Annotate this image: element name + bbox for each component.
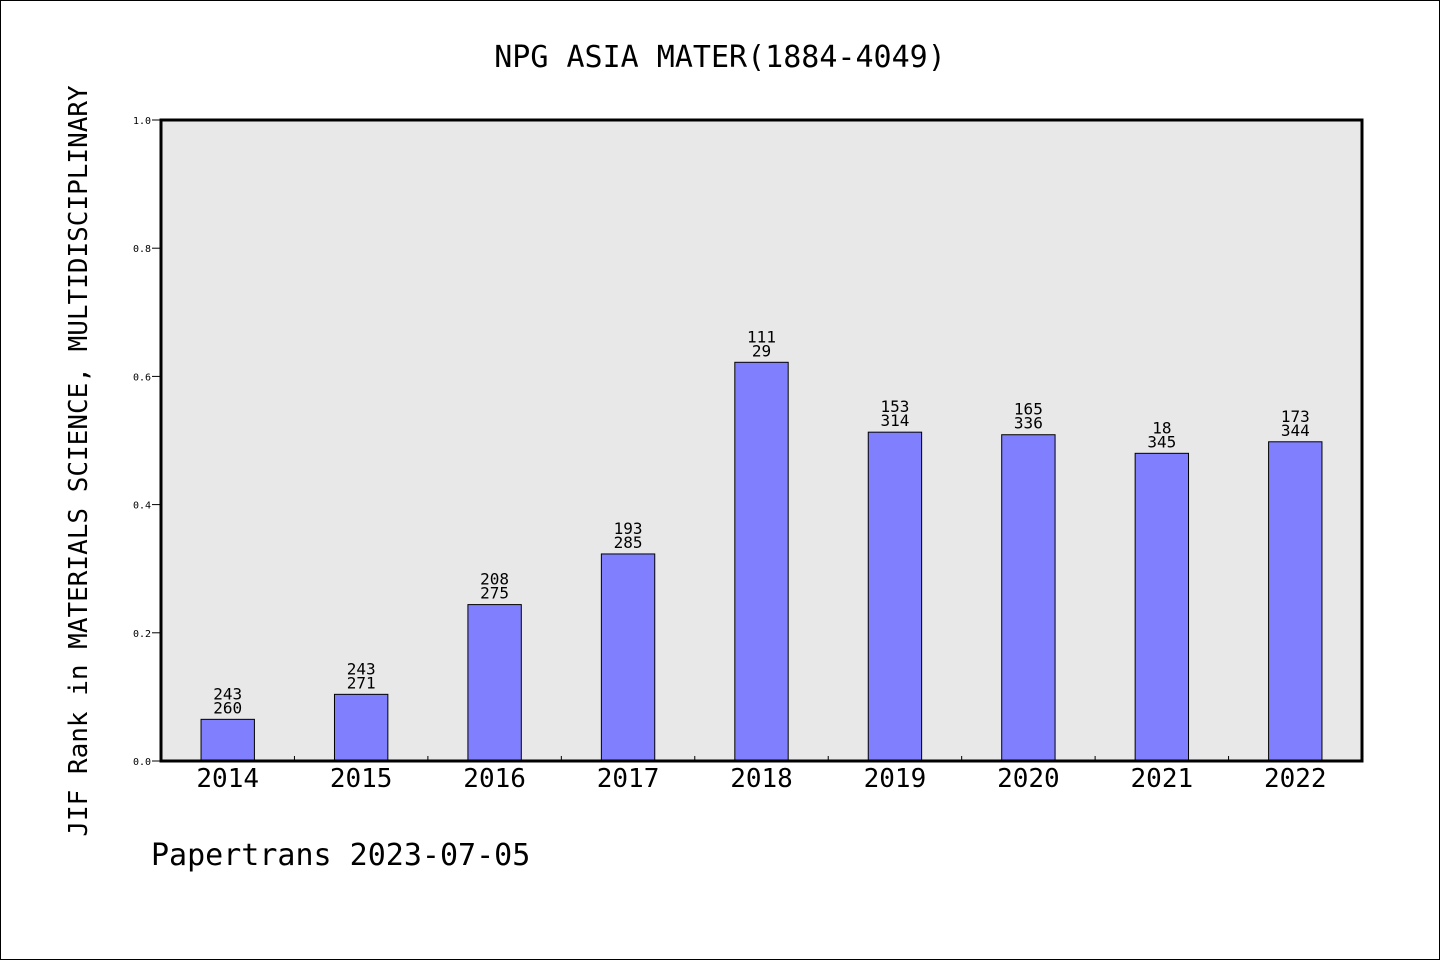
y-tick-label: 0.0 [133, 757, 151, 768]
x-tick-label: 2019 [864, 764, 927, 794]
x-axis-ticks: 2014 2015 2016 2017 2018 2019 2020 2021 2022 [196, 756, 1327, 794]
bar-2017 [600, 553, 656, 762]
bar-2018 [734, 361, 789, 762]
bar-label-bottom: 314 [880, 411, 909, 430]
bar-2014 [200, 718, 255, 762]
bar-label-top: 193 [614, 519, 643, 538]
y-tick-label: 0.4 [133, 501, 151, 512]
x-tick-label: 2015 [330, 764, 393, 794]
bar-2020 [1001, 434, 1056, 762]
bar-2016 [467, 604, 522, 762]
bar-label-top: 153 [880, 397, 909, 416]
x-tick-label: 2018 [730, 764, 793, 794]
y-tick-label: 1.0 [133, 116, 151, 127]
bar-label-top: 165 [1014, 400, 1043, 419]
y-axis-label: JIF Rank in MATERIALS SCIENCE, MULTIDISC… [64, 85, 94, 837]
x-tick-label: 2021 [1131, 764, 1194, 794]
x-tick-label: 2016 [463, 764, 526, 794]
bar-label-bottom: 260 [213, 698, 242, 717]
bar-label-top: 111 [747, 327, 776, 346]
bar-label-top: 18 [1152, 418, 1171, 437]
bar-2022 [1268, 441, 1323, 762]
y-tick-label: 0.2 [133, 629, 151, 640]
bar-2015 [333, 693, 389, 762]
bar-label-top: 243 [213, 684, 242, 703]
x-tick-label: 2022 [1264, 764, 1327, 794]
footer-text: Papertrans 2023-07-05 [151, 838, 530, 873]
bar-label-bottom: 285 [614, 533, 643, 552]
bar-label-bottom: 29 [752, 341, 771, 360]
x-tick-label: 2017 [597, 764, 660, 794]
bar-2021 [1134, 452, 1190, 762]
y-axis-ticks: 0.0 0.2 0.4 0.6 0.8 1.0 [133, 116, 161, 768]
bar-label-top: 173 [1281, 407, 1310, 426]
bar-label-bottom: 336 [1014, 414, 1043, 433]
bar-2019 [867, 431, 923, 762]
bar-label-top: 243 [347, 659, 376, 678]
x-tick-label: 2020 [997, 764, 1060, 794]
bar-label-bottom: 275 [480, 584, 509, 603]
bar-label-bottom: 344 [1281, 421, 1310, 440]
y-tick-label: 0.6 [133, 372, 151, 383]
bar-label-bottom: 345 [1147, 432, 1176, 451]
chart-title: NPG ASIA MATER(1884-4049) [494, 40, 946, 75]
plot-border [159, 118, 1364, 763]
bar-label-top: 208 [480, 570, 509, 589]
bar-label-bottom: 271 [347, 673, 376, 692]
x-tick-label: 2014 [196, 764, 259, 794]
y-tick-label: 0.8 [133, 244, 151, 255]
